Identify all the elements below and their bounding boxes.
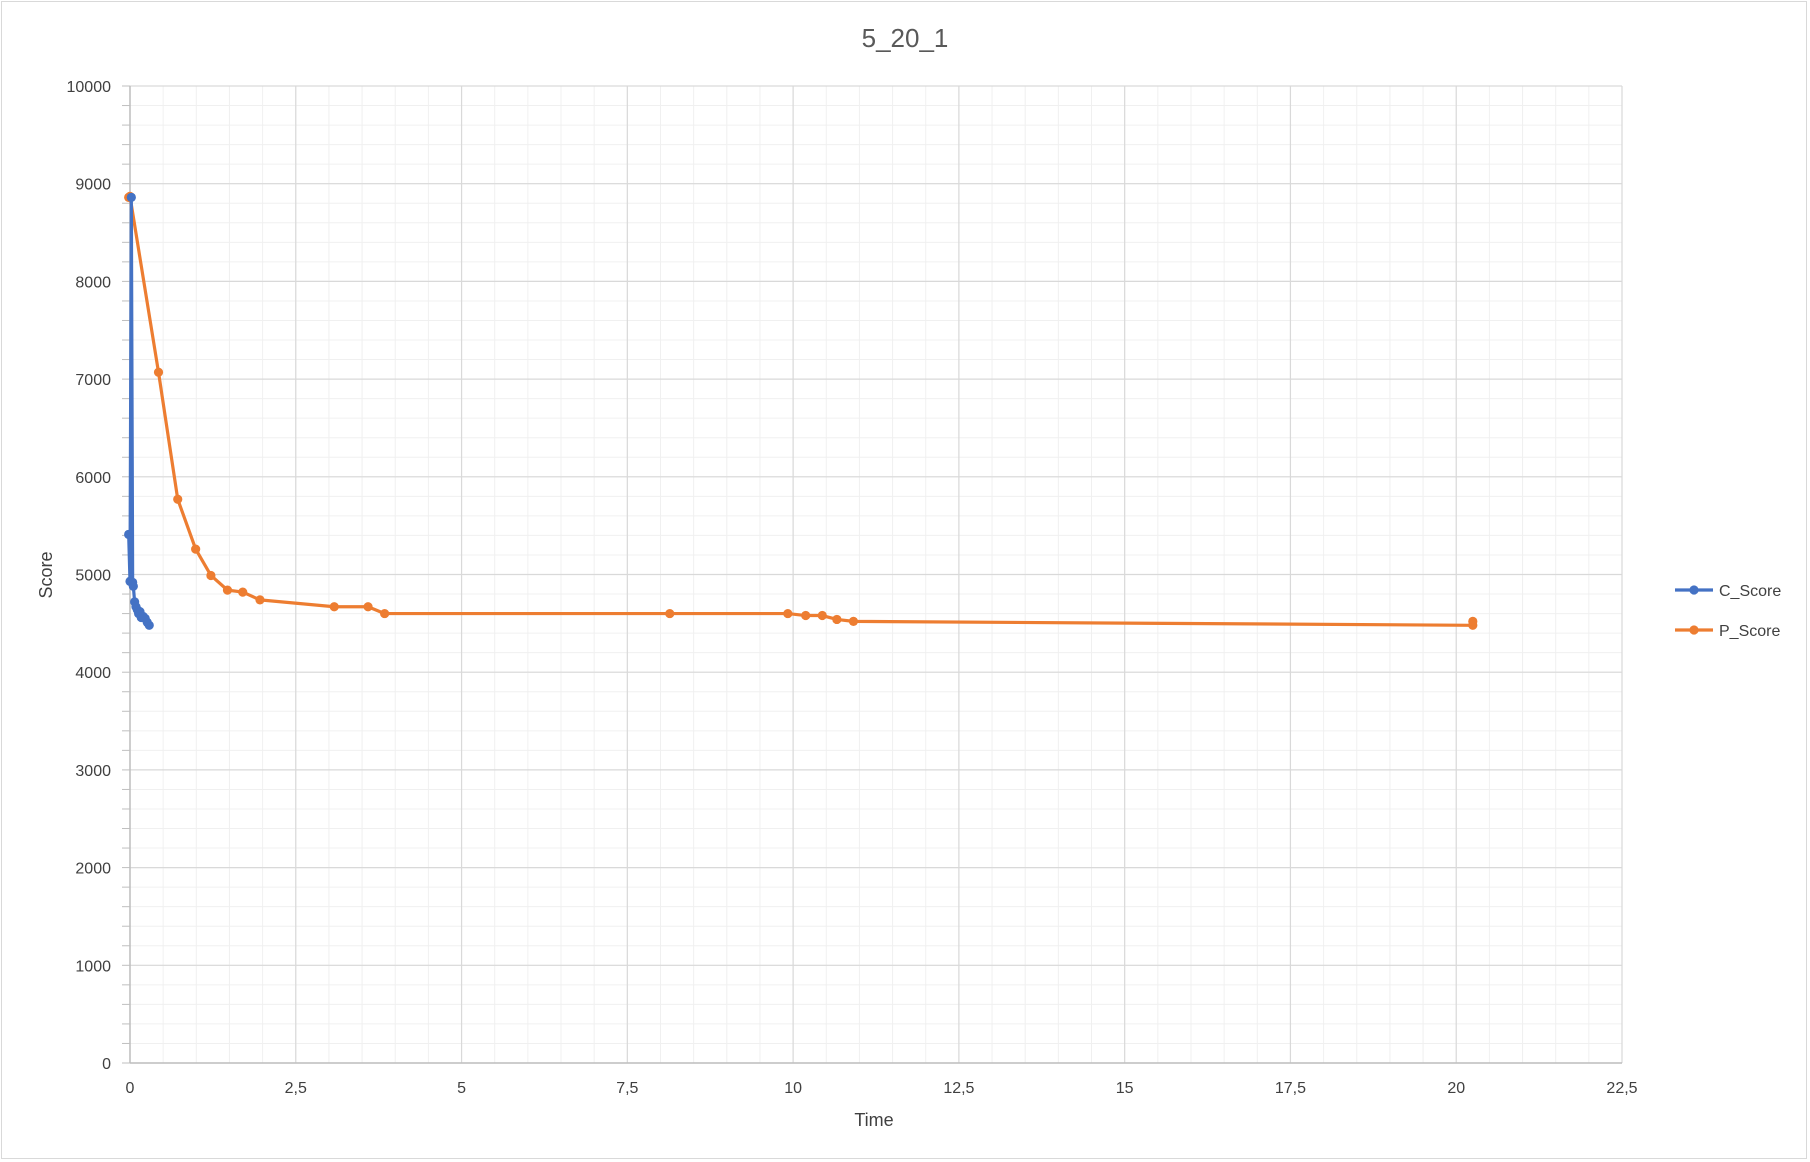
x-tick-label: 2,5 [285, 1080, 307, 1097]
data-point [206, 570, 216, 581]
data-point [832, 614, 842, 625]
data-point [380, 608, 390, 619]
y-tick-label: 0 [102, 1056, 111, 1073]
data-point [191, 544, 201, 554]
x-tick-label: 5 [457, 1080, 466, 1097]
major-grid [129, 85, 1623, 1064]
data-point [329, 602, 339, 612]
series-p-score [124, 191, 1478, 630]
legend-entry: P_Score [1675, 623, 1780, 640]
x-axis-title: Time [854, 1110, 893, 1130]
y-tick-label: 6000 [75, 470, 111, 487]
y-axis-title: Score [36, 551, 56, 598]
data-point [817, 610, 827, 621]
data-point [153, 367, 164, 377]
data-point [255, 595, 265, 605]
series-layer [124, 191, 1478, 630]
x-tick-label: 7,5 [616, 1080, 638, 1097]
data-point [124, 529, 134, 540]
data-point [848, 616, 859, 627]
y-tick-label: 1000 [75, 958, 111, 975]
x-tick-label: 0 [126, 1080, 135, 1097]
legend-marker [1689, 625, 1699, 635]
x-tick-label: 20 [1447, 1080, 1465, 1097]
y-tick-label: 4000 [75, 665, 111, 682]
x-tick-label: 17,5 [1275, 1080, 1306, 1097]
series-line [127, 194, 1475, 627]
y-tick-label: 3000 [75, 763, 111, 780]
y-tick-label: 10000 [67, 79, 112, 96]
data-point [783, 608, 793, 619]
y-tick-label: 2000 [75, 861, 111, 878]
legend-entry: C_Score [1675, 583, 1781, 600]
x-tick-label: 22,5 [1606, 1080, 1637, 1097]
y-axis-ticks: 0 1000 2000 3000 4000 5000 6000 7000 8000 9000 100… [67, 79, 112, 1073]
x-tick-label: 15 [1116, 1080, 1134, 1097]
series-c-score [124, 192, 154, 630]
data-point [1468, 616, 1478, 627]
data-point [126, 192, 136, 202]
x-axis-ticks: 0 2,5 5 7,5 10 12,5 15 17,5 20 22,5 [126, 1080, 1638, 1097]
y-tick-label: 8000 [75, 274, 111, 291]
data-point [128, 581, 138, 591]
y-tick-label: 9000 [75, 177, 111, 194]
data-point [222, 585, 233, 595]
legend-label: P_Score [1719, 623, 1780, 640]
data-point [173, 494, 183, 504]
legend-label: C_Score [1719, 583, 1781, 600]
data-point [144, 620, 154, 630]
x-tick-label: 10 [784, 1080, 802, 1097]
data-point [665, 608, 675, 619]
legend-marker [1689, 585, 1699, 595]
legend: C_Score P_Score [1675, 583, 1781, 640]
data-point [238, 587, 248, 597]
x-tick-label: 12,5 [943, 1080, 974, 1097]
y-tick-label: 5000 [75, 568, 111, 585]
y-tick-label: 7000 [75, 372, 111, 389]
data-point [363, 602, 373, 612]
chart-title: 5_20_1 [862, 23, 949, 53]
data-point [801, 610, 811, 621]
